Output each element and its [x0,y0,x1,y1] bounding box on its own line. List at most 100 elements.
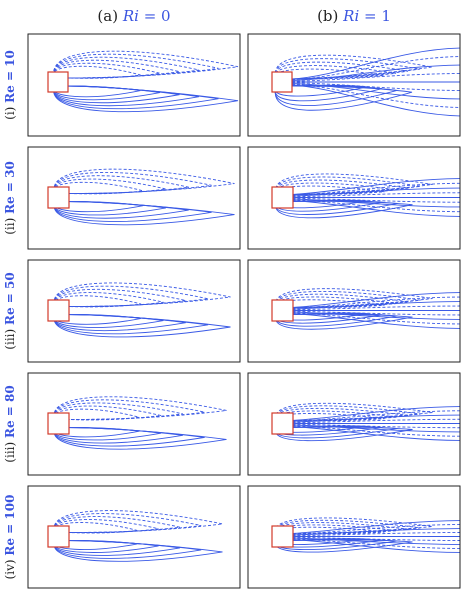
row-label-re-80: (iii) Re = 80 [3,385,17,462]
square-cylinder [271,186,294,209]
row-label-re-50: (iii) Re = 50 [3,272,17,349]
contour-line-dashed [292,296,460,309]
contour-line-dashed [292,305,460,311]
contour-line-solid [275,426,413,442]
column-title-b: (b) Ri = 1 [317,7,391,25]
contour-line-solid [291,47,460,80]
square-cylinder [47,412,70,435]
panel-ri0-re80 [27,372,241,476]
panel-ri1-re50 [247,259,461,363]
contour-line-solid [53,540,223,562]
contour-line-dashed [53,285,209,307]
column-eq: = 0 [139,7,171,25]
contour-line-solid [292,313,460,329]
contour-line-solid [291,64,460,81]
contour-line-dashed [275,176,421,195]
contour-line-dashed [275,402,433,421]
panel-ri1-re80 [247,372,461,476]
contour-line-solid [275,539,413,553]
contour-field [53,168,235,226]
contour-line-dashed [292,182,460,196]
contour-line-dashed [53,53,219,79]
contour-line-solid [274,85,413,111]
contour-line-dashed [292,418,460,424]
panel-ri1-re30 [247,146,461,250]
contour-line-dashed [53,282,231,307]
contour-line-solid [292,406,460,421]
contour-line-dashed [292,192,460,198]
contour-line-solid [53,427,227,450]
contour-line-dashed [291,56,460,81]
contour-line-solid [275,200,413,219]
column-param: Ri [122,7,139,25]
contour-line-dashed [53,522,138,534]
panel-ri0-re100 [27,485,241,589]
contour-line-dashed [275,517,433,534]
contour-line-solid [292,301,460,310]
contour-line-dashed [292,532,460,537]
panel-ri0-re30 [27,146,241,250]
contour-line-solid [292,414,460,423]
square-cylinder [47,71,69,93]
contour-line-solid [292,178,460,195]
contour-line-dashed [53,175,189,194]
contour-line-dashed [292,423,460,429]
contour-line-solid [53,85,239,113]
column-prefix: (b) [317,7,343,25]
column-title-a: (a) Ri = 0 [97,7,170,25]
contour-line-dashed [53,516,180,533]
contour-line-solid [292,537,460,545]
contour-line-solid [291,84,460,117]
contour-line-dashed [53,50,239,79]
row-roman: (i) [3,103,17,120]
contour-line-solid [292,292,460,308]
panel-ri1-re10 [247,33,461,137]
contour-line-dashed [292,197,460,203]
contour-line-solid [275,313,413,330]
row-roman: (iii) [3,325,17,350]
square-cylinder [47,299,70,322]
row-re: Re = 100 [3,495,17,556]
row-re: Re = 10 [3,50,17,103]
row-label-re-30: (ii) Re = 30 [3,161,17,235]
square-cylinder [271,525,294,548]
contour-line-dashed [292,312,460,325]
contour-line-solid [292,426,460,441]
contour-field [53,510,223,562]
contour-line-dashed [274,54,433,80]
row-re: Re = 50 [3,272,17,325]
row-roman: (iv) [3,556,17,580]
panel-ri0-re10 [27,33,241,137]
contour-line-dashed [53,396,227,420]
column-param: Ri [342,7,359,25]
panel-ri1-re100 [247,485,461,589]
contour-line-dashed [292,310,460,316]
contour-field [275,173,460,219]
column-prefix: (a) [97,7,122,25]
row-re: Re = 80 [3,385,17,438]
panel-ri0-re50 [27,259,241,363]
square-cylinder [47,186,70,209]
contour-line-solid [292,200,460,217]
contour-line-dashed [53,56,200,79]
contour-line-dashed [292,524,460,535]
contour-field [53,282,231,338]
contour-line-dashed [292,199,460,213]
contour-line-solid [292,528,460,536]
square-cylinder [271,299,294,322]
contour-line-solid [291,83,460,100]
square-cylinder [271,71,293,93]
square-cylinder [271,412,294,435]
row-label-re-10: (i) Re = 10 [3,50,17,120]
row-roman: (ii) [3,214,17,235]
row-roman: (iii) [3,438,17,463]
contour-line-solid [53,201,235,226]
contour-line-dashed [53,171,212,194]
contour-field [274,47,460,117]
contour-line-dashed [292,410,460,422]
column-eq: = 1 [359,7,391,25]
contour-line-dashed [53,168,235,194]
row-re: Re = 30 [3,161,17,214]
row-label-re-100: (iv) Re = 100 [3,495,17,580]
